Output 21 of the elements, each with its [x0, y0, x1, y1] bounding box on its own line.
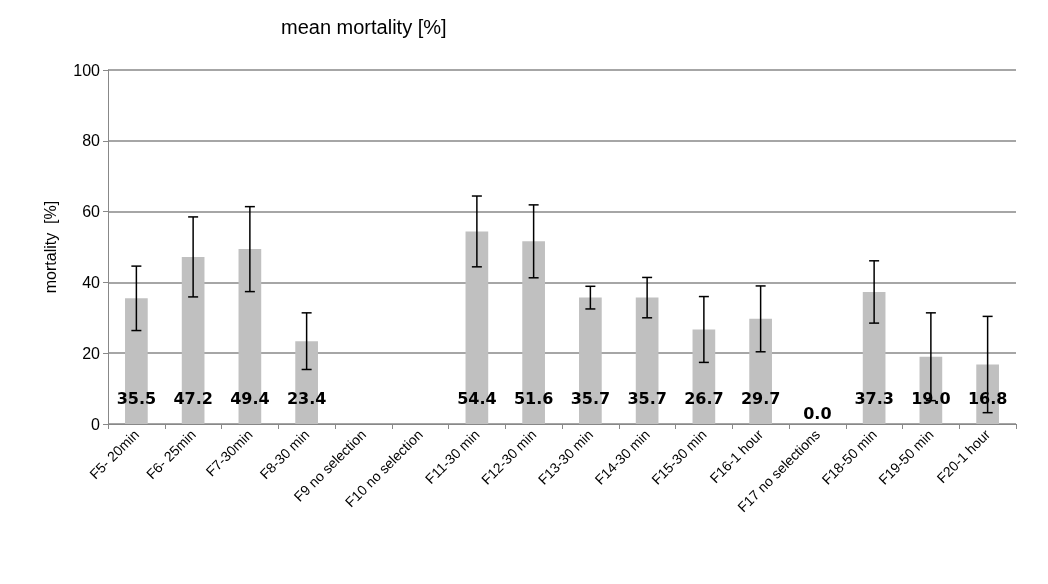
y-tick-label: 80	[82, 132, 101, 150]
data-label: 51.6	[513, 388, 554, 408]
y-tick-label: 100	[73, 61, 101, 79]
data-label: 47.2	[173, 388, 213, 408]
y-tick-label: 0	[91, 415, 101, 433]
y-tick-label: 20	[82, 344, 101, 362]
chart-title: mean mortality [%]	[281, 16, 447, 38]
data-label: 37.3	[854, 388, 894, 408]
data-label: 35.7	[570, 388, 611, 408]
data-label: 0.0	[803, 403, 832, 423]
data-label: 29.7	[740, 388, 781, 408]
data-label: 19.0	[911, 388, 951, 408]
data-label: 35.5	[116, 388, 157, 408]
y-axis-title: mortality [%]	[41, 200, 59, 294]
y-tick-label: 60	[82, 203, 101, 221]
data-label: 35.7	[627, 388, 667, 408]
data-label: 49.4	[230, 388, 270, 408]
data-label: 23.4	[286, 388, 327, 408]
data-label: 26.7	[684, 388, 724, 408]
data-label: 54.4	[457, 388, 497, 408]
y-tick-label: 40	[82, 273, 101, 291]
